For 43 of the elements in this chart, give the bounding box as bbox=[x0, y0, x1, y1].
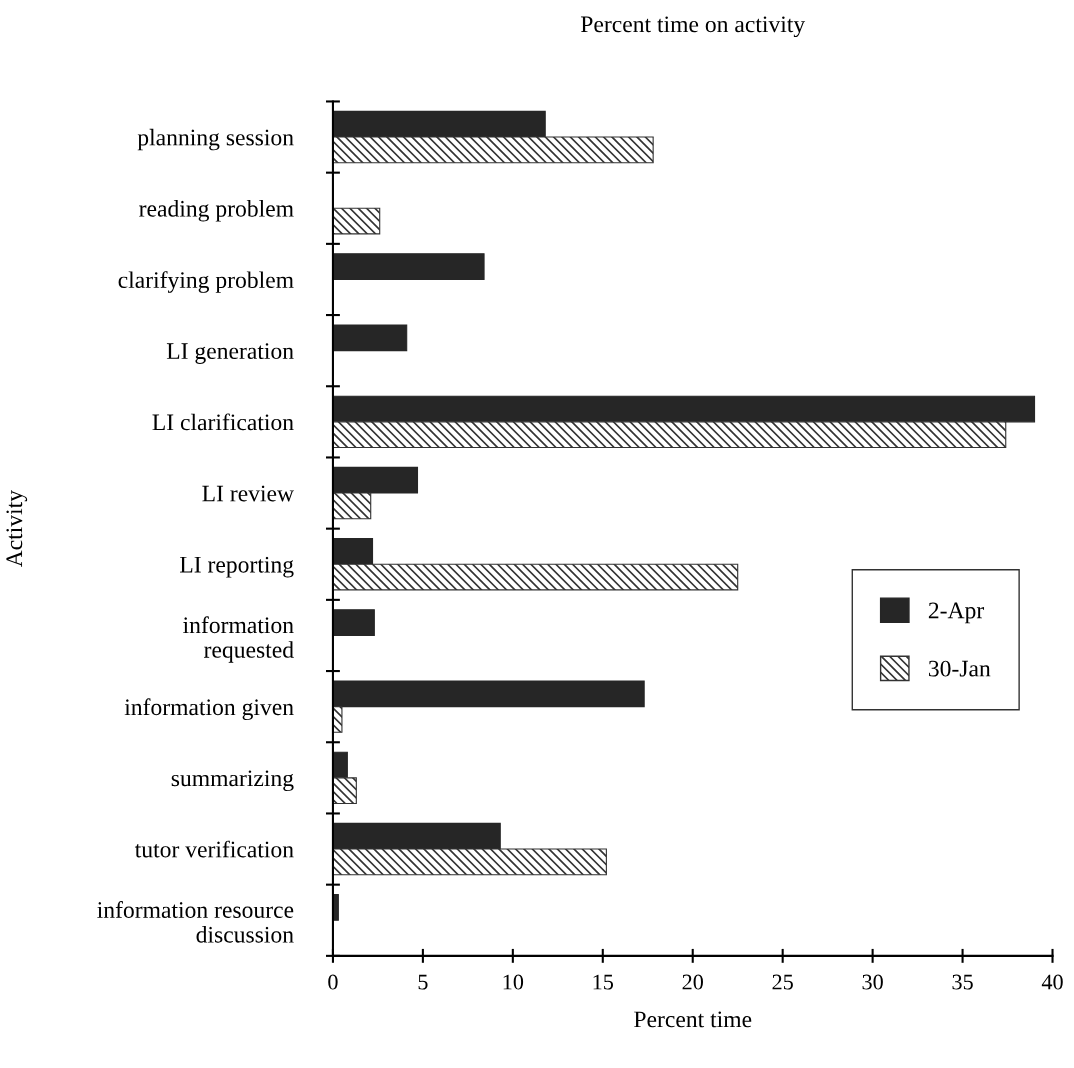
x-tick-label: 30 bbox=[862, 974, 883, 990]
x-axis-title: Percent time bbox=[634, 1011, 752, 1028]
y-tick-label: LI reporting bbox=[180, 556, 294, 578]
bar bbox=[332, 395, 1036, 423]
x-tick-label: 20 bbox=[682, 974, 703, 990]
y-tick-label: information requested bbox=[183, 616, 294, 663]
bar bbox=[332, 324, 408, 352]
bar bbox=[332, 538, 374, 565]
bar bbox=[332, 777, 357, 805]
y-tick-label: information resource discussion bbox=[97, 901, 294, 943]
bar bbox=[332, 706, 343, 733]
chart-title: Percent time on activity bbox=[580, 16, 806, 38]
legend-label: 2-Apr bbox=[928, 602, 985, 624]
y-tick-label: LI review bbox=[202, 485, 294, 502]
y-tick-label: tutor verification bbox=[134, 840, 294, 858]
x-tick-label: 10 bbox=[503, 974, 524, 990]
x-tick-label: 40 bbox=[1041, 974, 1063, 990]
bar bbox=[332, 848, 607, 876]
x-tick-label: 0 bbox=[328, 974, 338, 990]
x-tick-label: 25 bbox=[772, 974, 793, 990]
bar bbox=[332, 466, 419, 494]
y-tick-label: reading problem bbox=[139, 200, 294, 222]
bar bbox=[332, 609, 375, 637]
legend-label: 30-Jan bbox=[928, 660, 991, 677]
y-tick-label: LI generation bbox=[166, 343, 294, 364]
y-tick-label: LI clarification bbox=[152, 413, 294, 431]
y-tick-label: information given bbox=[124, 698, 294, 721]
y-tick-label: summarizing bbox=[171, 770, 294, 792]
bar bbox=[332, 822, 501, 850]
bar bbox=[332, 207, 381, 235]
bar bbox=[332, 253, 485, 281]
bar bbox=[332, 421, 1007, 449]
bar bbox=[332, 136, 654, 164]
x-tick-label: 35 bbox=[952, 974, 973, 990]
bar bbox=[332, 563, 739, 591]
x-tick-label: 15 bbox=[593, 974, 614, 990]
y-tick-label: planning session bbox=[137, 128, 294, 151]
bar bbox=[332, 492, 372, 520]
x-tick-label: 5 bbox=[418, 974, 428, 990]
bar bbox=[332, 110, 546, 138]
bar bbox=[332, 680, 645, 708]
y-axis-title: Activity bbox=[6, 490, 28, 568]
y-tick-label: clarifying problem bbox=[118, 271, 294, 293]
